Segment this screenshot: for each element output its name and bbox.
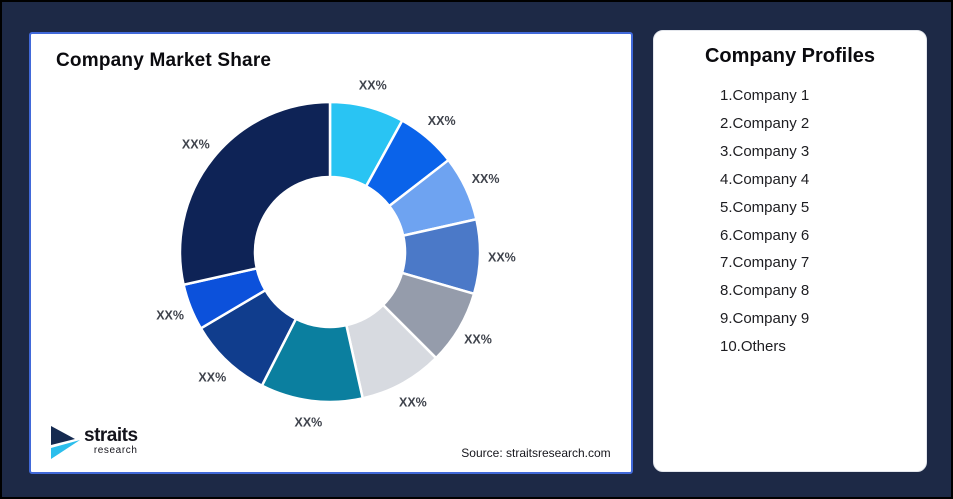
list-item: 10.Others bbox=[720, 338, 786, 356]
list-item: 3.Company 3 bbox=[720, 142, 810, 160]
slice-label-6: XX% bbox=[399, 396, 427, 410]
list-item: 5.Company 5 bbox=[720, 198, 810, 216]
slice-label-9: XX% bbox=[156, 308, 184, 322]
donut-chart-svg: XX% XX% XX% XX% XX% XX% XX% XX% XX% XX% bbox=[156, 78, 516, 430]
list-item: 1.Company 1 bbox=[720, 87, 810, 104]
company-profiles-card: Company Profiles 1.Company 1 2.Company 2 3… bbox=[653, 30, 927, 472]
company-profiles-list: 1.Company 1 2.Company 2 3.Company 3 4.Compa… bbox=[720, 82, 916, 361]
slice-label-8: XX% bbox=[198, 370, 226, 384]
list-item: 9.Company 9 bbox=[720, 310, 810, 328]
slice-label-10: XX% bbox=[182, 138, 210, 152]
straits-logo-icon bbox=[51, 426, 80, 459]
list-item: 7.Company 7 bbox=[720, 254, 810, 272]
list-item: 2.Company 2 bbox=[720, 114, 810, 132]
slice-label-2: XX% bbox=[428, 114, 456, 128]
profiles-title: Company Profiles bbox=[704, 45, 876, 67]
list-item: 4.Company 4 bbox=[720, 170, 810, 188]
slice-label-3: XX% bbox=[472, 172, 500, 186]
logo-text: straits research bbox=[84, 426, 138, 456]
straits-research-logo: straits research bbox=[51, 424, 138, 460]
donut-slice-10 bbox=[178, 100, 332, 286]
list-item: 8.Company 8 bbox=[720, 282, 810, 300]
slice-label-5: XX% bbox=[464, 333, 492, 347]
chart-title: Company Market Share bbox=[56, 50, 272, 71]
logo-name: straits bbox=[84, 425, 138, 446]
logo-subtitle: research bbox=[93, 445, 138, 456]
slice-label-4: XX% bbox=[488, 250, 516, 264]
market-share-donut-chart: XX% XX% XX% XX% XX% XX% XX% XX% XX% XX% bbox=[130, 52, 530, 452]
list-item: 6.Company 6 bbox=[720, 226, 810, 244]
slice-label-7: XX% bbox=[295, 416, 323, 430]
slice-label-1: XX% bbox=[359, 78, 387, 92]
source-attribution: Source: straitsresearch.com bbox=[461, 446, 611, 460]
market-share-card: Company Market Share XX% XX% XX% XX% XX% XX% X… bbox=[29, 32, 633, 474]
